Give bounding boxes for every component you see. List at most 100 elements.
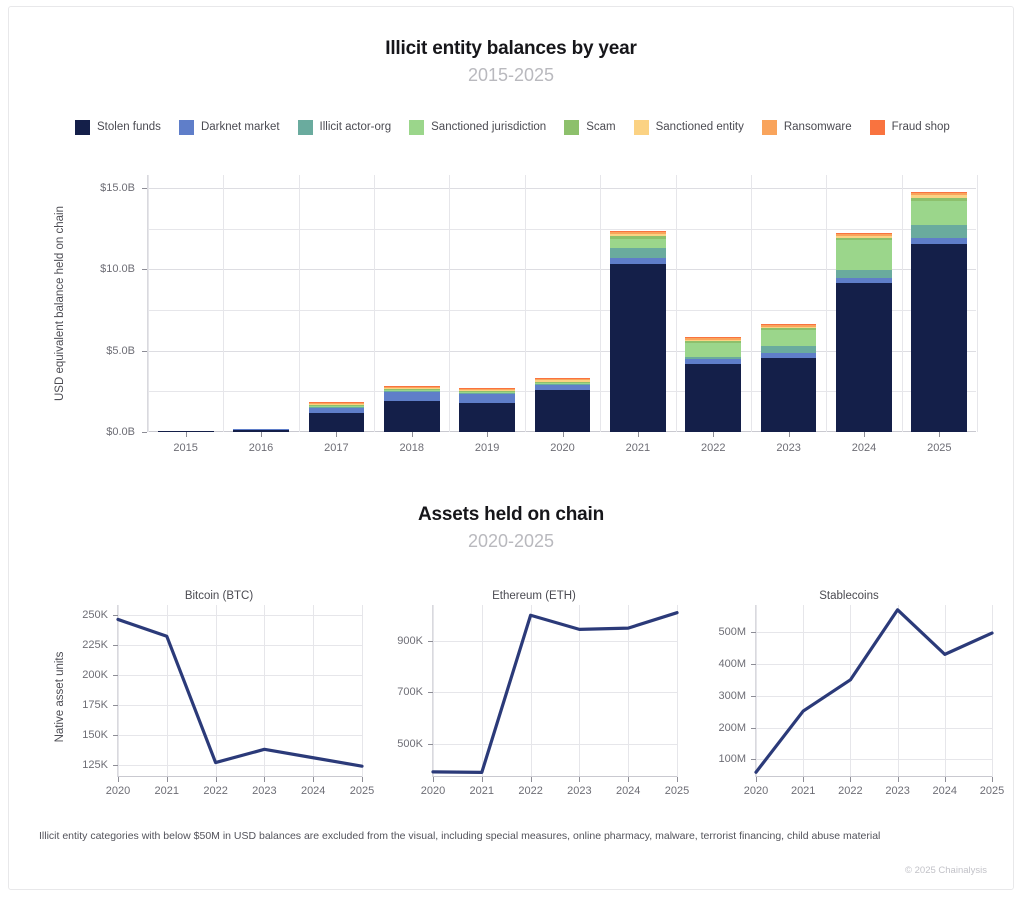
bar-stack[interactable] bbox=[609, 231, 666, 432]
bar-segment[interactable] bbox=[383, 387, 440, 390]
legend-item[interactable]: Darknet market bbox=[178, 119, 280, 135]
bar-segment[interactable] bbox=[911, 198, 968, 202]
bar-segment[interactable] bbox=[760, 330, 817, 346]
bar-stack[interactable] bbox=[459, 387, 516, 432]
bar-segment[interactable] bbox=[836, 283, 892, 432]
bar-segment[interactable] bbox=[459, 391, 516, 393]
bar-segment[interactable] bbox=[383, 401, 440, 432]
bar-segment[interactable] bbox=[911, 225, 968, 239]
bar-segment[interactable] bbox=[609, 264, 666, 432]
bar-segment[interactable] bbox=[459, 393, 516, 404]
bar-segment[interactable] bbox=[383, 385, 440, 387]
bar-segment[interactable] bbox=[308, 402, 365, 404]
bar-segment[interactable] bbox=[685, 358, 742, 364]
bar-stack[interactable] bbox=[383, 385, 440, 432]
bar-segment[interactable] bbox=[760, 326, 817, 329]
bar-segment[interactable] bbox=[911, 191, 968, 193]
bar-segment[interactable] bbox=[609, 236, 666, 240]
bar-stack[interactable] bbox=[760, 324, 817, 432]
bar-segment[interactable] bbox=[911, 244, 968, 432]
bar-segment[interactable] bbox=[609, 234, 666, 237]
bar-segment[interactable] bbox=[911, 192, 968, 195]
bar-segment[interactable] bbox=[383, 392, 440, 402]
bar-segment[interactable] bbox=[534, 378, 591, 380]
bar-stack[interactable] bbox=[685, 337, 742, 432]
bar-segment[interactable] bbox=[760, 345, 817, 354]
bar-segment[interactable] bbox=[233, 430, 289, 432]
bar-stack[interactable] bbox=[308, 402, 365, 432]
bar-segment[interactable] bbox=[308, 412, 365, 432]
bar-segment[interactable] bbox=[459, 392, 516, 394]
bar-segment[interactable] bbox=[308, 403, 365, 405]
bar-segment[interactable] bbox=[685, 341, 742, 344]
gridline-vertical bbox=[264, 605, 266, 777]
bar-segment[interactable] bbox=[836, 278, 892, 284]
bar-segment[interactable] bbox=[157, 431, 214, 432]
bar-segment[interactable] bbox=[233, 429, 289, 431]
bar-segment[interactable] bbox=[459, 387, 516, 389]
bar-segment[interactable] bbox=[685, 339, 742, 342]
bar-segment[interactable] bbox=[760, 324, 817, 326]
bar-segment[interactable] bbox=[760, 353, 817, 358]
legend-item[interactable]: Scam bbox=[564, 119, 616, 135]
bar-segment[interactable] bbox=[911, 201, 968, 226]
bar-segment[interactable] bbox=[836, 232, 892, 234]
bar-segment[interactable] bbox=[836, 235, 892, 238]
x-axis-tick-mark bbox=[628, 777, 630, 782]
bar-segment[interactable] bbox=[685, 343, 742, 357]
bar-segment[interactable] bbox=[534, 380, 591, 382]
bar-segment[interactable] bbox=[760, 325, 817, 327]
bar-segment[interactable] bbox=[383, 390, 440, 392]
bar-segment[interactable] bbox=[308, 407, 365, 409]
bar-stack[interactable] bbox=[157, 431, 214, 432]
bar-segment[interactable] bbox=[609, 231, 666, 233]
x-axis-tick-label: 2022 bbox=[838, 785, 863, 797]
bar-segment[interactable] bbox=[685, 338, 742, 340]
bar-segment[interactable] bbox=[760, 328, 817, 331]
bar-stack[interactable] bbox=[911, 191, 968, 432]
bar-segment[interactable] bbox=[836, 233, 892, 236]
bar-segment[interactable] bbox=[534, 382, 591, 385]
bar-segment[interactable] bbox=[459, 388, 516, 390]
bar-segment[interactable] bbox=[685, 356, 742, 359]
bar-segment[interactable] bbox=[609, 248, 666, 258]
legend-item[interactable]: Ransomware bbox=[761, 119, 852, 135]
legend-item[interactable]: Fraud shop bbox=[869, 119, 950, 135]
bar-segment[interactable] bbox=[911, 238, 968, 245]
bar-segment[interactable] bbox=[459, 389, 516, 391]
bar-segment[interactable] bbox=[383, 386, 440, 388]
bar-segment[interactable] bbox=[534, 384, 591, 386]
bar-segment[interactable] bbox=[308, 406, 365, 408]
assets-section-title: Assets held on chain bbox=[417, 504, 605, 525]
bar-stack[interactable] bbox=[233, 429, 289, 432]
bar-segment[interactable] bbox=[685, 363, 742, 432]
bar-stack[interactable] bbox=[534, 378, 591, 432]
bar-segment[interactable] bbox=[836, 237, 892, 241]
bar-segment[interactable] bbox=[383, 389, 440, 391]
bar-segment[interactable] bbox=[609, 257, 666, 265]
legend-item[interactable]: Illicit actor-org bbox=[297, 119, 391, 135]
bar-segment[interactable] bbox=[308, 408, 365, 413]
bar-segment[interactable] bbox=[459, 390, 516, 392]
bar-segment[interactable] bbox=[760, 358, 817, 432]
bar-segment[interactable] bbox=[609, 232, 666, 235]
bar-segment[interactable] bbox=[836, 240, 892, 271]
bar-segment[interactable] bbox=[685, 337, 742, 339]
bar-segment[interactable] bbox=[911, 194, 968, 199]
legend-item[interactable]: Sanctioned jurisdiction bbox=[409, 119, 547, 135]
bar-segment[interactable] bbox=[836, 270, 892, 279]
bar-segment[interactable] bbox=[534, 385, 591, 390]
bar-segment[interactable] bbox=[534, 389, 591, 432]
bar-segment[interactable] bbox=[609, 239, 666, 249]
legend-item-label: Sanctioned jurisdiction bbox=[431, 121, 547, 133]
bar-stack[interactable] bbox=[836, 232, 892, 432]
bar-segment[interactable] bbox=[308, 405, 365, 407]
bar-segment[interactable] bbox=[534, 381, 591, 383]
bar-segment[interactable] bbox=[534, 379, 591, 381]
bar-segment[interactable] bbox=[383, 391, 440, 393]
legend-item[interactable]: Sanctioned entity bbox=[633, 119, 744, 135]
bar-segment[interactable] bbox=[308, 404, 365, 406]
bar-segment[interactable] bbox=[459, 403, 516, 432]
legend-item[interactable]: Stolen funds bbox=[75, 119, 161, 135]
x-axis-tick-label: 2019 bbox=[474, 442, 500, 454]
